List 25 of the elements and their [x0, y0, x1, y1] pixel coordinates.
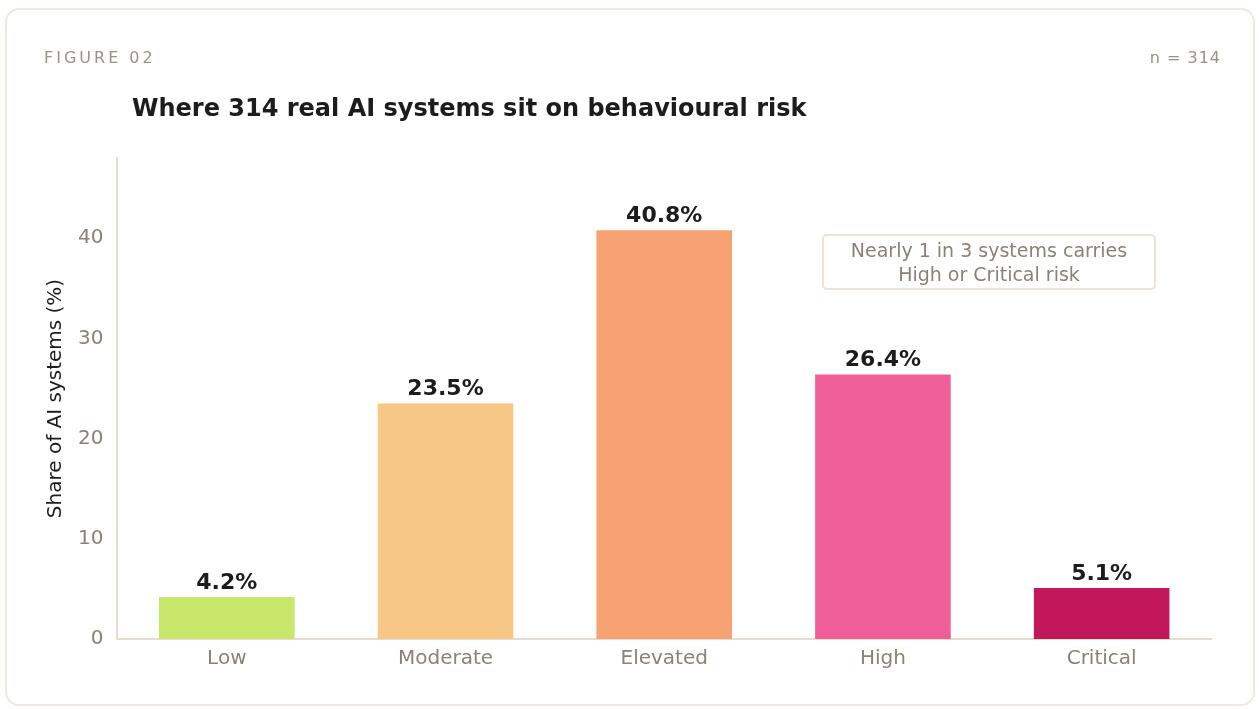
data-label: 23.5% [407, 375, 484, 401]
y-tick-label: 40 [78, 224, 104, 249]
data-label: 40.8% [626, 201, 703, 227]
bar [815, 374, 951, 639]
bar [377, 403, 514, 639]
caption: FIGURE 02 [44, 48, 156, 67]
bar [159, 596, 295, 639]
y-tick-label: 20 [78, 424, 104, 449]
y-tick-label: 30 [78, 324, 104, 349]
annotation: Nearly 1 in 3 systems carries High or Critical risk [822, 234, 1156, 290]
data-label: 5.1% [1071, 559, 1133, 585]
x-tick-label: Elevated [620, 645, 708, 670]
x-tick-label: Critical [1066, 645, 1137, 670]
y-tick-label: 0 [90, 625, 104, 650]
data-label: 26.4% [844, 346, 922, 372]
x-tick-label: Moderate [397, 645, 494, 670]
text: n = 314 [1149, 48, 1221, 67]
y-tick-label: 10 [78, 524, 104, 549]
y-axis-title: Share of AI systems (%) [42, 278, 67, 519]
data-label: 4.2% [196, 568, 258, 594]
x-tick-label: High [859, 645, 906, 670]
bar [596, 230, 733, 639]
bar [1033, 587, 1170, 639]
chart-title: Where 314 real AI systems sit on behavioural risk [132, 94, 807, 122]
x-tick-label: Low [207, 645, 247, 670]
